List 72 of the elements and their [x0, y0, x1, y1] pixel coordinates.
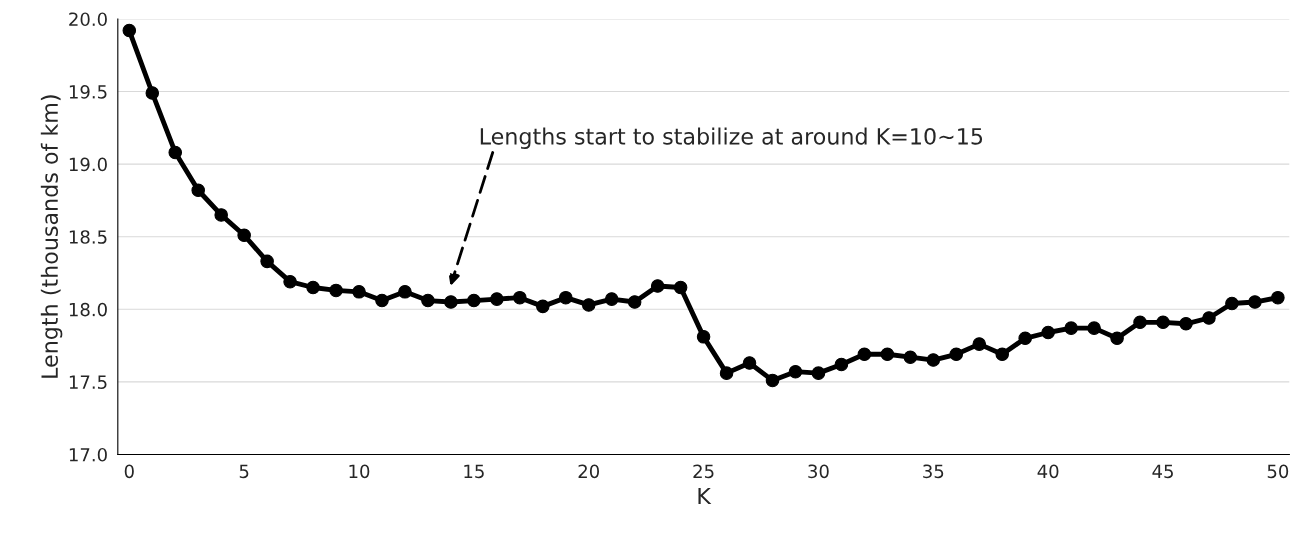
- x-tick-label: 30: [808, 464, 829, 479]
- x-tick-label: 35: [923, 464, 944, 479]
- point: [719, 366, 734, 380]
- point: [467, 293, 481, 308]
- point: [1064, 321, 1078, 335]
- x-tick-label: 45: [1152, 464, 1173, 479]
- point: [352, 285, 366, 299]
- point: [742, 356, 757, 370]
- point: [1225, 296, 1239, 311]
- point: [949, 347, 964, 362]
- point: [490, 292, 504, 306]
- x-axis-title: K: [698, 487, 712, 505]
- y-tick-label: 19.0: [69, 157, 107, 172]
- point: [581, 298, 596, 312]
- point: [903, 350, 918, 364]
- point: [122, 23, 137, 38]
- point: [696, 330, 711, 344]
- x-tick-label: 0: [124, 464, 134, 479]
- point: [788, 364, 803, 379]
- point: [421, 293, 435, 308]
- x-tick-label: 15: [464, 464, 484, 479]
- point: [811, 366, 826, 380]
- point: [513, 290, 527, 305]
- point: [283, 274, 297, 289]
- point: [673, 280, 688, 295]
- point: [1202, 311, 1216, 325]
- annotation: Lengths start to stabilize at around K=10~15: [480, 127, 983, 150]
- y-axis-title: Length (thousands of km): [40, 95, 63, 378]
- x-tick-label: 5: [239, 464, 249, 479]
- y-tick-label: 20.0: [69, 12, 107, 27]
- point: [1156, 315, 1170, 330]
- y-tick-label: 17.0: [69, 447, 107, 462]
- x-tick-label: 20: [578, 464, 600, 479]
- point: [972, 337, 987, 351]
- point: [145, 86, 160, 100]
- point: [1248, 295, 1262, 309]
- point: [191, 183, 205, 197]
- point: [765, 373, 780, 388]
- point: [857, 347, 872, 362]
- point: [650, 279, 665, 293]
- point: [306, 280, 320, 295]
- point: [214, 208, 228, 222]
- x-tick-label: 25: [693, 464, 714, 479]
- point: [926, 353, 941, 367]
- point: [1179, 317, 1193, 331]
- point: [1271, 290, 1285, 305]
- x-tick-label: 50: [1267, 464, 1289, 479]
- point: [1087, 321, 1101, 335]
- point: [329, 283, 343, 298]
- point: [1041, 325, 1055, 340]
- point: [880, 347, 895, 362]
- point: [398, 285, 412, 299]
- point: [1018, 331, 1032, 346]
- point: [1133, 315, 1147, 330]
- point: [444, 295, 458, 309]
- point: [375, 293, 389, 308]
- point: [536, 299, 550, 314]
- point: [558, 290, 573, 305]
- x-tick-label: 10: [349, 464, 370, 479]
- point: [168, 145, 183, 160]
- point: [995, 347, 1009, 362]
- point: [1110, 331, 1124, 346]
- point: [260, 254, 274, 269]
- point: [604, 292, 619, 306]
- point: [237, 228, 251, 243]
- y-tick-label: 17.5: [69, 375, 107, 389]
- y-tick-label: 18.0: [69, 302, 107, 317]
- x-tick-label: 40: [1037, 464, 1059, 479]
- point: [834, 357, 849, 372]
- point: [627, 295, 642, 309]
- y-tick-label: 19.5: [69, 84, 107, 99]
- y-tick-label: 18.5: [69, 230, 107, 244]
